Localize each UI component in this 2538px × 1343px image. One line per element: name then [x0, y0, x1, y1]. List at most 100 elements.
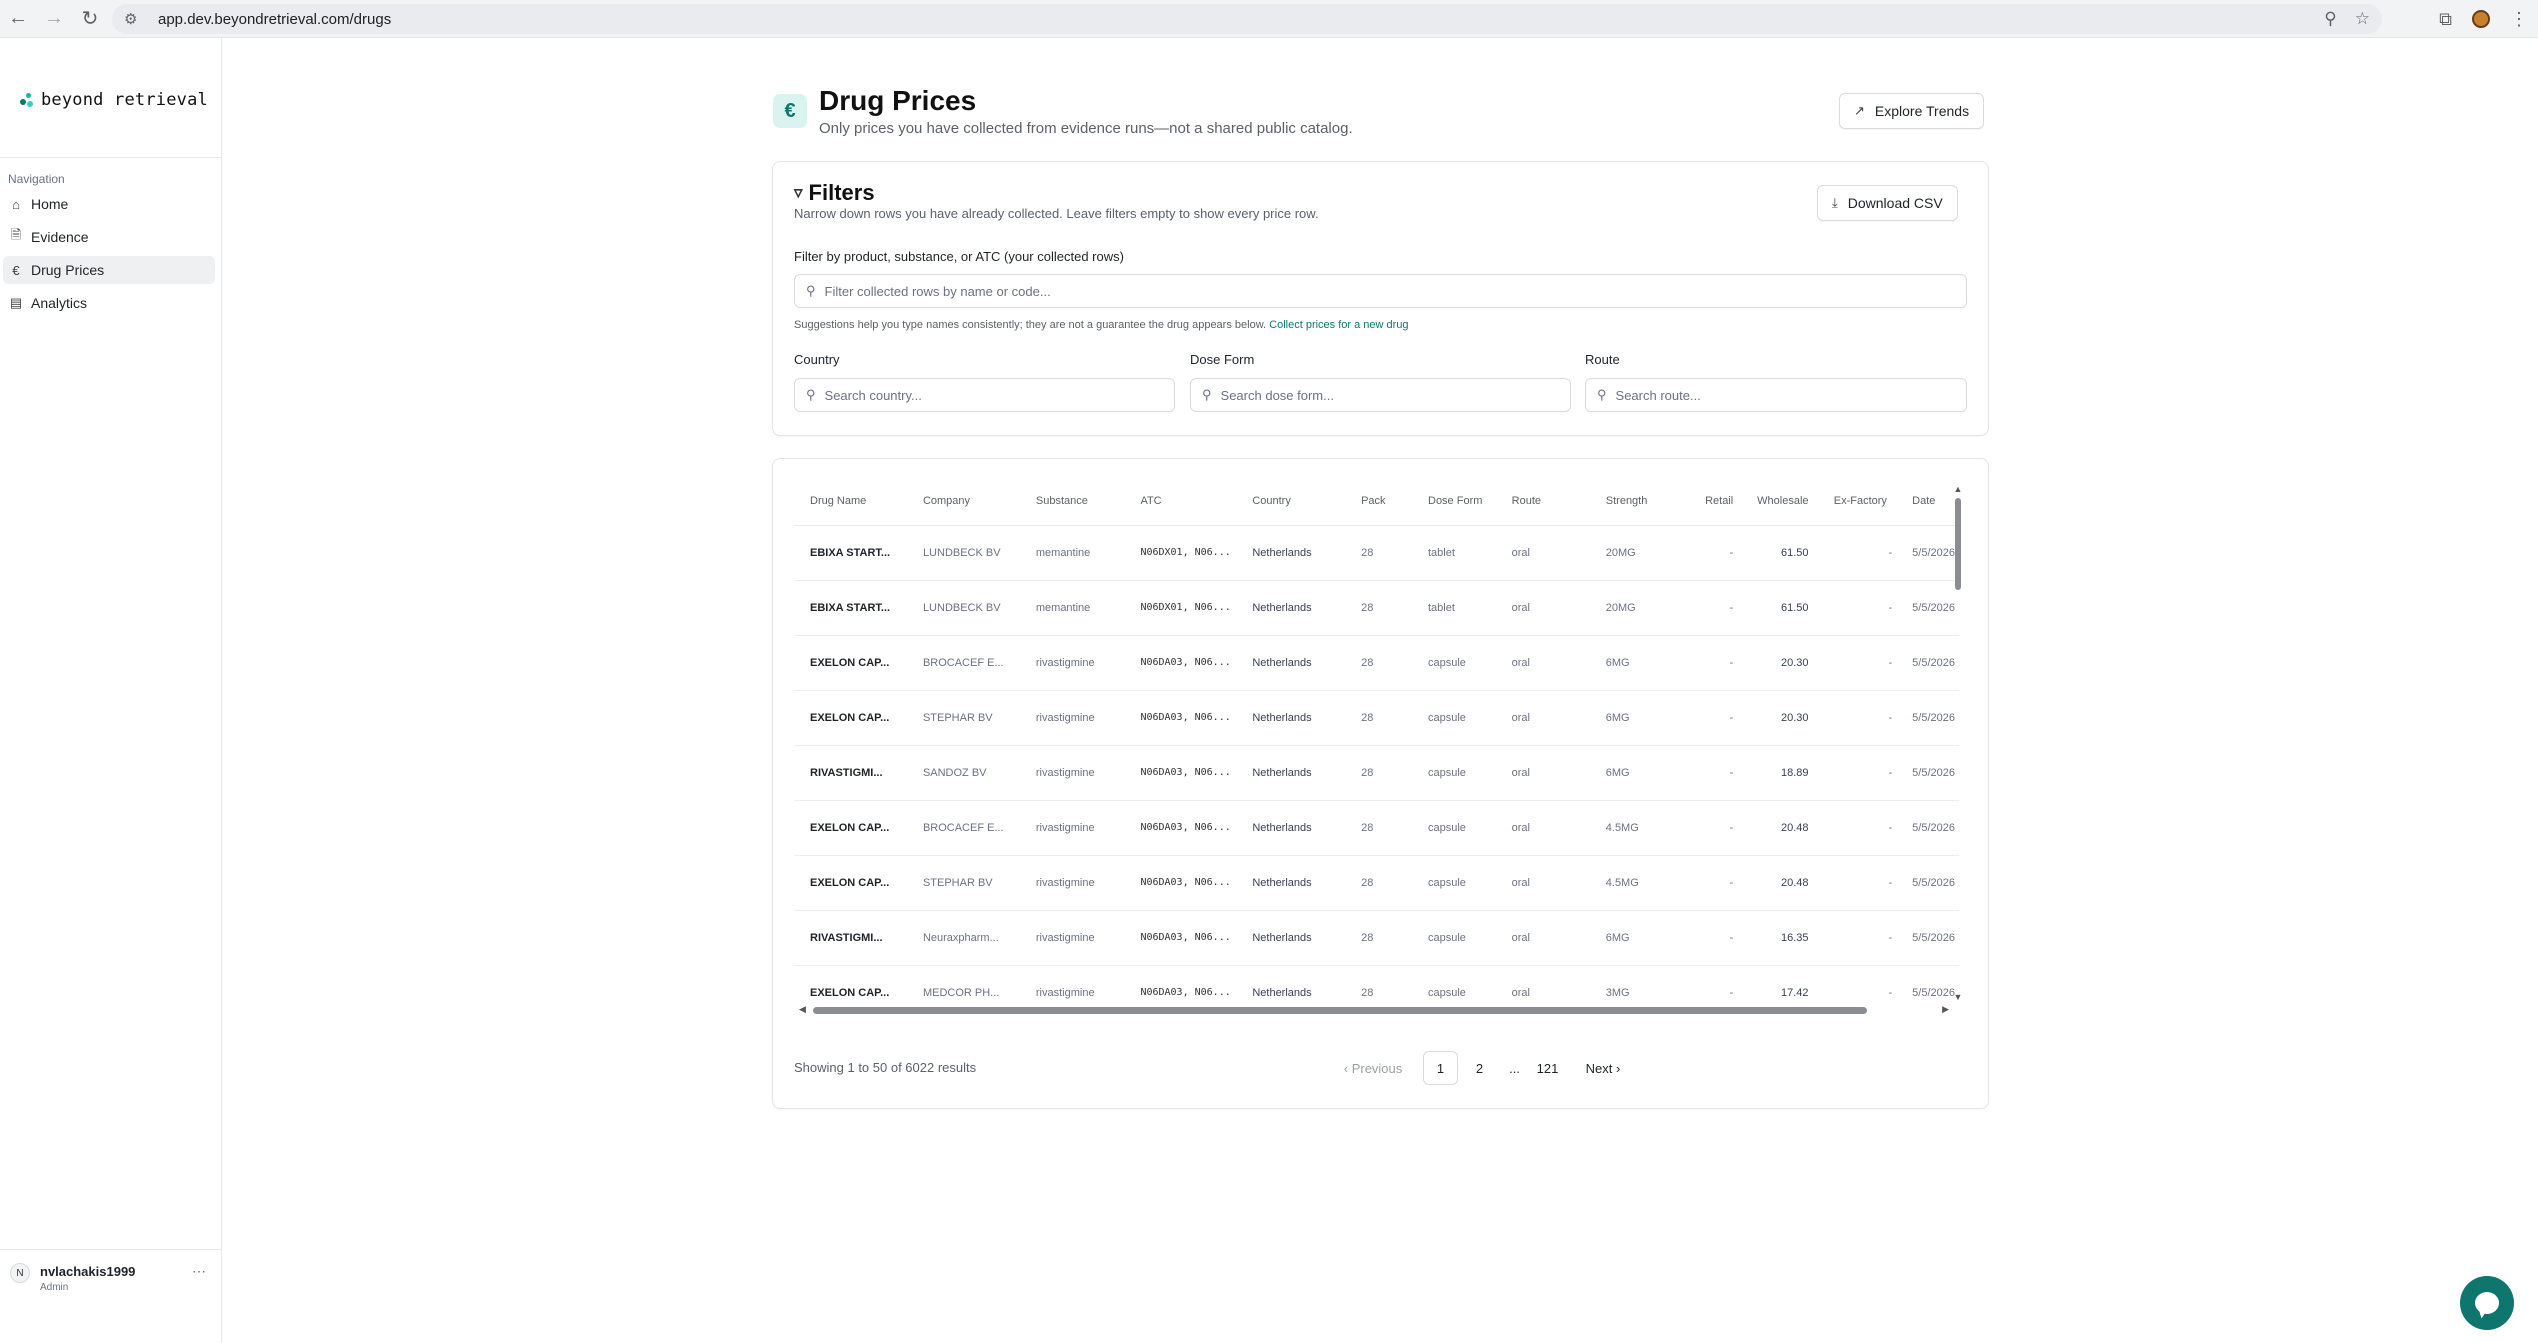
- dose-form-search-input[interactable]: [1220, 387, 1552, 403]
- site-settings-icon[interactable]: ⚙: [124, 11, 138, 28]
- euro-icon: €: [773, 94, 807, 128]
- date-cell: 5/5/2026: [1896, 910, 1959, 966]
- collect-prices-link[interactable]: Collect prices for a new drug: [1269, 319, 1409, 331]
- dose-form-field[interactable]: ⚲: [1190, 378, 1571, 412]
- pack-cell: 28: [1345, 580, 1412, 636]
- brand-logo[interactable]: beyond retrieval: [20, 90, 208, 110]
- nav-section-label: Navigation: [8, 172, 65, 186]
- route-cell: oral: [1495, 580, 1590, 636]
- forward-icon[interactable]: →: [44, 7, 64, 29]
- scroll-down-icon[interactable]: ▼: [1953, 992, 1963, 1002]
- retail-cell: -: [1678, 855, 1738, 911]
- column-header[interactable]: Company: [906, 478, 1020, 526]
- wholesale-cell: 20.30: [1737, 690, 1813, 746]
- wholesale-cell: 18.89: [1737, 745, 1813, 801]
- column-header[interactable]: Drug Name: [794, 478, 907, 526]
- table-row[interactable]: EXELON CAP... STEPHAR BV rivastigmine N06DA…: [794, 690, 1959, 746]
- ex-factory-cell: -: [1812, 910, 1897, 966]
- country-field[interactable]: ⚲: [794, 378, 1175, 412]
- product-filter-input[interactable]: [824, 283, 1869, 299]
- column-header[interactable]: Ex-Factory: [1812, 478, 1897, 526]
- country-search-input[interactable]: [824, 387, 1156, 403]
- scroll-up-icon[interactable]: ▲: [1953, 484, 1963, 494]
- scroll-left-icon[interactable]: ◀: [799, 1004, 806, 1014]
- page-button-121[interactable]: 121: [1536, 1060, 1559, 1076]
- address-bar[interactable]: ⚙ app.dev.beyondretrieval.com/drugs ⚲ ☆: [112, 4, 2382, 34]
- browser-menu-icon[interactable]: ⋮: [2510, 8, 2528, 29]
- trend-up-icon: ↗: [1854, 103, 1865, 118]
- strength-cell: 6MG: [1589, 635, 1679, 691]
- table-row[interactable]: EXELON CAP... BROCACEF E... rivastigmine N0…: [794, 800, 1959, 856]
- table-row[interactable]: EXELON CAP... BROCACEF E... rivastigmine N0…: [794, 635, 1959, 691]
- sidebar-item-label: Home: [31, 196, 69, 212]
- column-header[interactable]: ATC: [1124, 478, 1237, 526]
- route-field[interactable]: ⚲: [1585, 378, 1967, 412]
- sidebar-item-drug-prices[interactable]: € Drug Prices: [3, 256, 215, 284]
- column-header[interactable]: Pack: [1345, 478, 1412, 526]
- table-row[interactable]: RIVASTIGMI... SANDOZ BV rivastigmine N06DA0…: [794, 745, 1959, 801]
- results-summary: Showing 1 to 50 of 6022 results: [794, 1060, 977, 1075]
- back-icon[interactable]: ←: [8, 7, 28, 29]
- route-search-input[interactable]: [1615, 387, 1948, 403]
- horizontal-scroll-thumb[interactable]: [813, 1007, 1867, 1014]
- search-icon: ⚲: [806, 283, 816, 298]
- column-header[interactable]: Wholesale: [1737, 478, 1813, 526]
- table-header-row: Drug Name Company Substance ATC Country …: [794, 478, 1959, 526]
- user-panel: [0, 1249, 221, 1305]
- bookmark-star-icon[interactable]: ☆: [2354, 9, 2370, 28]
- chevron-left-icon: ‹: [1343, 1060, 1352, 1076]
- profile-avatar[interactable]: [2472, 10, 2490, 28]
- chat-launcher-button[interactable]: [2460, 1276, 2514, 1330]
- column-header[interactable]: Country: [1236, 478, 1346, 526]
- dose-form-cell: capsule: [1412, 690, 1496, 746]
- url-text[interactable]: app.dev.beyondretrieval.com/drugs: [158, 10, 392, 28]
- country-label: Country: [794, 352, 840, 367]
- sidebar-item-analytics[interactable]: ▤ Analytics: [3, 289, 215, 317]
- column-header[interactable]: Date: [1896, 478, 1959, 526]
- country-cell: Netherlands: [1236, 855, 1346, 911]
- extensions-icon[interactable]: ⧉: [2439, 8, 2452, 29]
- date-cell: 5/5/2026: [1896, 800, 1959, 856]
- download-csv-button[interactable]: ⤓ Download CSV: [1817, 185, 1958, 221]
- vertical-scroll-thumb[interactable]: [1955, 498, 1961, 590]
- more-options-icon[interactable]: ⋯: [192, 1263, 207, 1279]
- page-button-2[interactable]: 2: [1475, 1060, 1484, 1076]
- product-filter-field[interactable]: ⚲: [794, 274, 1967, 308]
- table-row[interactable]: EBIXA START... LUNDBECK BV memantine N06DX0…: [794, 525, 1959, 581]
- table-row[interactable]: EXELON CAP... STEPHAR BV rivastigmine N06DA…: [794, 855, 1959, 911]
- column-header[interactable]: Route: [1495, 478, 1590, 526]
- sidebar-item-evidence[interactable]: 🗎 Evidence: [3, 223, 215, 251]
- page-title: Drug Prices: [819, 85, 977, 116]
- prices-table-scroll[interactable]: Drug Name Company Substance ATC Country …: [794, 478, 1966, 1018]
- strength-cell: 20MG: [1589, 525, 1679, 581]
- table-row[interactable]: RIVASTIGMI... Neuraxpharm... rivastigmine N…: [794, 910, 1959, 966]
- column-header[interactable]: Substance: [1019, 478, 1125, 526]
- drug-name-cell: EBIXA START...: [794, 580, 907, 636]
- sidebar-item-home[interactable]: ⌂ Home: [3, 190, 215, 218]
- explore-trends-button[interactable]: ↗ Explore Trends: [1839, 93, 1985, 129]
- pack-cell: 28: [1345, 690, 1412, 746]
- column-header[interactable]: Dose Form: [1412, 478, 1496, 526]
- country-cell: Netherlands: [1236, 745, 1346, 801]
- bar-chart-icon: ▤: [9, 295, 23, 310]
- avatar[interactable]: N: [10, 1263, 30, 1283]
- page-button-1[interactable]: 1: [1423, 1051, 1458, 1085]
- atc-cell: N06DA03, N06...: [1124, 855, 1237, 911]
- retail-cell: -: [1678, 745, 1738, 801]
- euro-icon: €: [12, 262, 20, 278]
- table-row[interactable]: EBIXA START... LUNDBECK BV memantine N06DX0…: [794, 580, 1959, 636]
- sidebar: beyond retrieval Navigation ⌂ Home 🗎 Evi…: [0, 38, 222, 1343]
- column-header[interactable]: Strength: [1589, 478, 1679, 526]
- dose-form-label: Dose Form: [1190, 352, 1255, 367]
- vertical-scrollbar[interactable]: ▲ ▼: [1953, 484, 1963, 1002]
- scroll-right-icon[interactable]: ▶: [1942, 1004, 1949, 1014]
- previous-page-button[interactable]: ‹ Previous: [1334, 1051, 1412, 1085]
- retail-cell: -: [1678, 580, 1738, 636]
- zoom-icon[interactable]: ⚲: [2324, 9, 2337, 28]
- reload-icon[interactable]: ↻: [81, 8, 99, 30]
- next-page-button[interactable]: Next ›: [1577, 1051, 1629, 1085]
- column-header[interactable]: Retail: [1678, 478, 1738, 526]
- user-name: nvlachakis1999: [40, 1264, 136, 1279]
- date-cell: 5/5/2026: [1896, 635, 1959, 691]
- horizontal-scrollbar[interactable]: ◀ ▶: [799, 1004, 1949, 1016]
